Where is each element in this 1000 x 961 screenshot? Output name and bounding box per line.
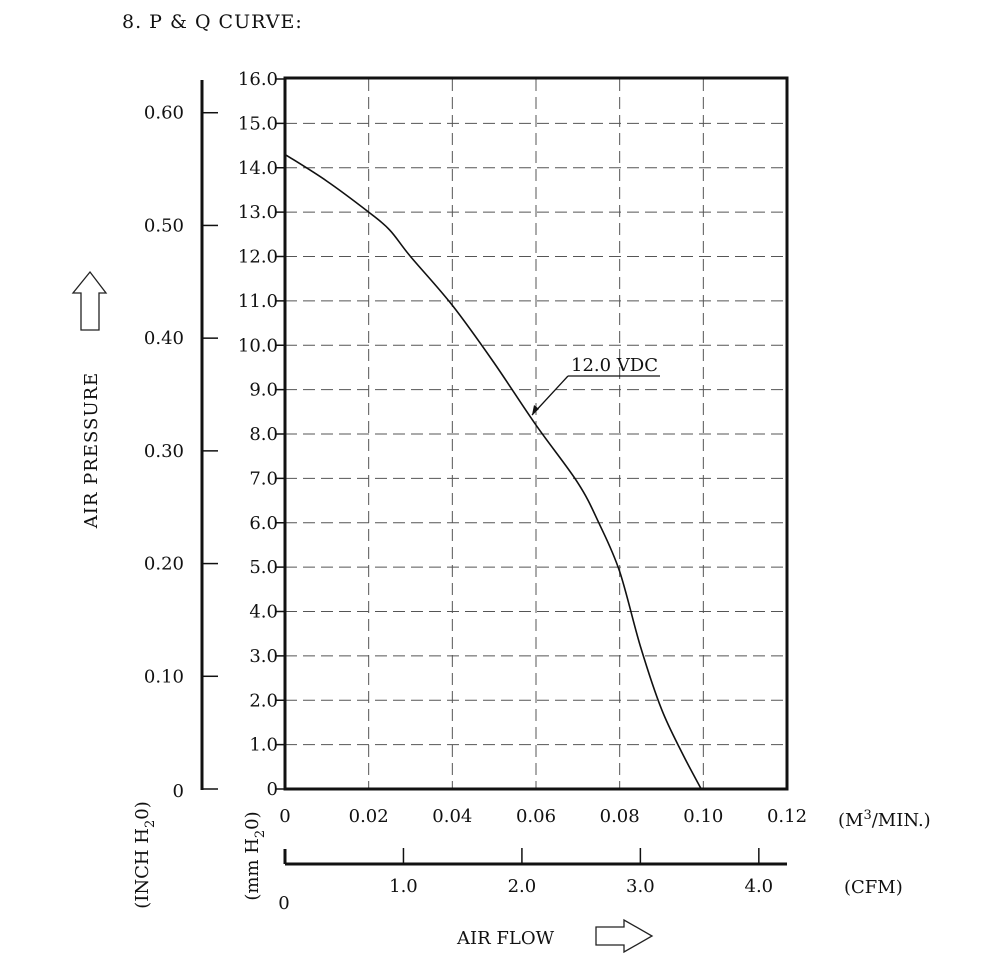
x-tick-label: 0.02 <box>349 806 389 827</box>
right-arrow-icon <box>595 918 654 954</box>
y2-tick-label: 0.10 <box>144 666 184 687</box>
y-tick-label: 16.0 <box>238 69 278 90</box>
x2-tick-label: 3.0 <box>626 876 655 897</box>
x2-tick-label: 4.0 <box>745 876 774 897</box>
y2-tick-label: 0.60 <box>144 103 184 124</box>
y2-tick-label: 0.40 <box>144 328 184 349</box>
x-unit-m3: (M3/MIN.) <box>838 808 931 831</box>
x-axis-label: AIR FLOW <box>456 928 555 949</box>
y-tick-label: 4.0 <box>249 602 278 623</box>
y-tick-label: 5.0 <box>249 557 278 578</box>
y-tick-label: 0 <box>267 779 278 800</box>
y-tick-label: 3.0 <box>249 646 278 667</box>
x2-tick-label: 2.0 <box>508 876 537 897</box>
up-arrow-icon <box>71 270 108 331</box>
y-tick-label: 6.0 <box>249 513 278 534</box>
x-tick-label: 0.08 <box>600 806 640 827</box>
x-tick-label: 0 <box>279 806 290 827</box>
y-axis-inch: 0 0.10 0.20 0.30 0.40 0.50 0.60 <box>144 80 218 802</box>
grid <box>285 79 787 789</box>
x-unit-cfm: (CFM) <box>844 877 903 898</box>
series-label-arrowhead <box>532 405 539 415</box>
x-tick-label: 0.12 <box>767 806 807 827</box>
x2-tick-label: 0 <box>278 893 289 914</box>
y-tick-label: 2.0 <box>249 690 278 711</box>
y-tick-label: 9.0 <box>249 380 278 401</box>
y-tick-label: 11.0 <box>238 291 278 312</box>
y-tick-label: 15.0 <box>238 113 278 134</box>
x-axis-cfm: 0 1.0 2.0 3.0 4.0 <box>278 848 787 914</box>
y-tick-label: 7.0 <box>249 468 278 489</box>
y-unit-inch: (INCH H20) <box>132 801 158 909</box>
y-tick-label: 8.0 <box>249 424 278 445</box>
y-tick-label: 10.0 <box>238 335 278 356</box>
y-tick-label: 12.0 <box>238 247 278 268</box>
y-unit-mm: (mm H20) <box>242 811 268 900</box>
y-axis-label: AIR PRESSURE <box>81 372 102 529</box>
series-line <box>284 153 702 790</box>
series-layer <box>284 153 702 790</box>
y2-tick-label: 0 <box>173 781 184 802</box>
x2-tick-label: 1.0 <box>389 876 418 897</box>
x-tick-label: 0.10 <box>683 806 723 827</box>
x-ticks-m3: 0 0.02 0.04 0.06 0.08 0.10 0.12 <box>279 806 807 827</box>
y2-tick-label: 0.50 <box>144 215 184 236</box>
x-tick-label: 0.06 <box>516 806 556 827</box>
x-tick-label: 0.04 <box>432 806 472 827</box>
y-tick-label: 1.0 <box>249 735 278 756</box>
y2-tick-label: 0.20 <box>144 554 184 575</box>
y-tick-label: 13.0 <box>238 202 278 223</box>
y-tick-label: 14.0 <box>238 158 278 179</box>
y2-tick-label: 0.30 <box>144 441 184 462</box>
series-label: 12.0 VDC <box>571 355 658 376</box>
y-ticks-mm: 0 1.0 2.0 3.0 4.0 5.0 6.0 7.0 8.0 9.0 10.0 11.0 12.0… <box>238 69 285 800</box>
page-heading: 8. P & Q CURVE: <box>122 11 303 33</box>
